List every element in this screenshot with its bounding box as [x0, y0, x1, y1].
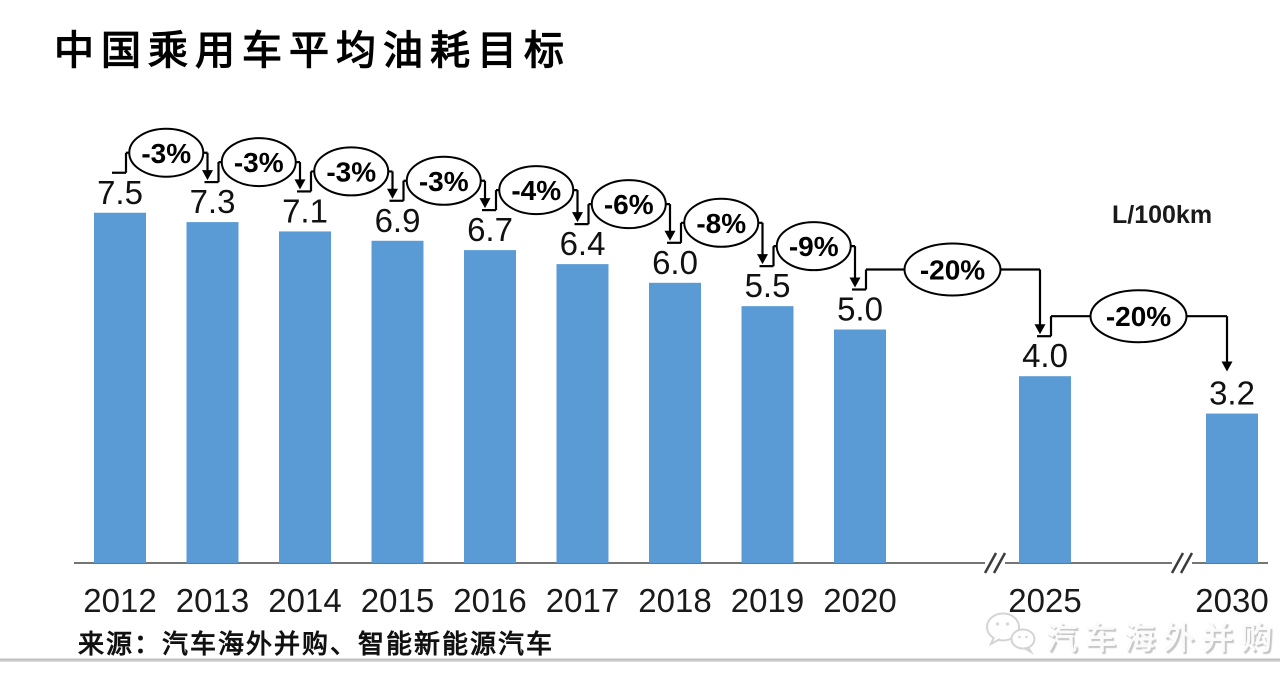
arrowhead-icon — [1034, 324, 1046, 335]
change-bubble-2018-2019: -8% — [667, 197, 768, 265]
bottom-divider — [0, 658, 1280, 662]
value-label-2014: 7.1 — [282, 192, 328, 229]
change-bubble-2019-2020: -9% — [759, 221, 861, 288]
change-bubble-ellipse — [313, 146, 390, 197]
value-label-2019: 5.5 — [745, 267, 791, 304]
bar-2015 — [371, 240, 424, 563]
arrowhead-icon — [202, 170, 213, 181]
change-bubble-2014-2015: -3% — [297, 146, 398, 199]
bar-2016 — [464, 250, 516, 564]
arrowhead-icon — [1221, 361, 1233, 372]
change-label: -20% — [920, 255, 985, 286]
year-label-2018: 2018 — [638, 582, 711, 619]
bar-2014 — [279, 231, 331, 563]
change-bubble-ellipse — [775, 221, 852, 272]
arrowhead-icon — [572, 212, 583, 223]
year-label-2025: 2025 — [1008, 582, 1081, 619]
change-bubble-ellipse — [498, 165, 575, 216]
year-label-2016: 2016 — [453, 582, 526, 619]
change-bubble-2017-2018: -6% — [574, 179, 676, 241]
year-label-2017: 2017 — [546, 582, 619, 619]
value-label-2018: 6.0 — [652, 244, 698, 281]
axis-break-gap — [985, 554, 1005, 572]
change-label: -6% — [604, 189, 654, 220]
year-label-2019: 2019 — [731, 582, 804, 619]
bar-2018 — [649, 282, 701, 563]
value-label-2025: 4.0 — [1022, 337, 1068, 374]
year-label-2012: 2012 — [83, 582, 156, 619]
change-bubble-ellipse — [683, 197, 760, 248]
year-label-2020: 2020 — [823, 582, 896, 619]
value-label-2015: 6.9 — [375, 202, 421, 239]
change-label: -8% — [696, 208, 746, 239]
change-bubble-2012-2013: -3% — [112, 127, 213, 181]
watermark: 汽车海外并购 — [984, 610, 1280, 661]
value-label-2012: 7.5 — [97, 174, 143, 211]
arrowhead-icon — [387, 188, 398, 199]
axis-break-mark — [1170, 552, 1185, 574]
value-label-2017: 6.4 — [560, 225, 606, 262]
bar-2013 — [186, 222, 239, 563]
value-label-2016: 6.7 — [467, 211, 513, 248]
year-label-2014: 2014 — [268, 582, 341, 619]
year-label-2015: 2015 — [361, 582, 434, 619]
change-label: -9% — [789, 231, 839, 262]
change-bubble-ellipse — [405, 155, 482, 206]
arrowhead-icon — [757, 254, 768, 265]
arrowhead-icon — [849, 277, 861, 288]
year-label-2013: 2013 — [176, 582, 249, 619]
chart-title: 中国乘用车平均油耗目标 — [54, 28, 571, 73]
change-bubble-ellipse — [903, 242, 1002, 297]
change-label: -20% — [1106, 301, 1171, 332]
unit-label: L/100km — [1112, 201, 1213, 229]
change-bubble-ellipse — [1089, 289, 1188, 344]
value-label-2013: 7.3 — [190, 183, 236, 220]
change-bubble-ellipse — [128, 127, 205, 178]
source-caption: 来源：汽车海外并购、智能新能源汽车 — [78, 630, 555, 659]
change-label: -3% — [234, 147, 284, 178]
axis-break-gap — [1172, 554, 1192, 572]
bar-2017 — [556, 264, 609, 563]
change-label: -3% — [419, 166, 469, 197]
change-bubble-2025-2030: -20% — [1037, 289, 1233, 372]
arrowhead-icon — [664, 230, 676, 241]
change-label: -3% — [141, 138, 191, 169]
change-label: -3% — [326, 156, 376, 187]
value-label-2020: 5.0 — [837, 291, 883, 328]
change-bubble-2015-2016: -3% — [389, 155, 491, 209]
change-label: -4% — [511, 175, 561, 206]
bar-2019 — [741, 306, 794, 563]
wechat-icon — [984, 610, 1038, 661]
axis-break-mark — [983, 552, 998, 574]
bar-2025 — [1019, 376, 1071, 563]
arrowhead-icon — [479, 198, 491, 209]
change-bubble-2020-2025: -20% — [852, 242, 1046, 335]
watermark-text: 汽车海外并购 — [1046, 621, 1280, 656]
axis-break-mark — [992, 552, 1007, 574]
value-label-2030: 3.2 — [1209, 375, 1255, 412]
change-bubble-ellipse — [590, 179, 667, 230]
bar-2020 — [834, 329, 886, 563]
year-label-2030: 2030 — [1195, 582, 1268, 619]
bar-2030 — [1206, 413, 1258, 563]
change-bubble-2016-2017: -4% — [482, 165, 583, 223]
change-bubble-2013-2014: -3% — [204, 137, 306, 190]
bar-2012 — [94, 212, 146, 563]
axis-break-mark — [1179, 552, 1194, 574]
change-bubble-ellipse — [220, 137, 297, 188]
arrowhead-icon — [294, 179, 306, 190]
